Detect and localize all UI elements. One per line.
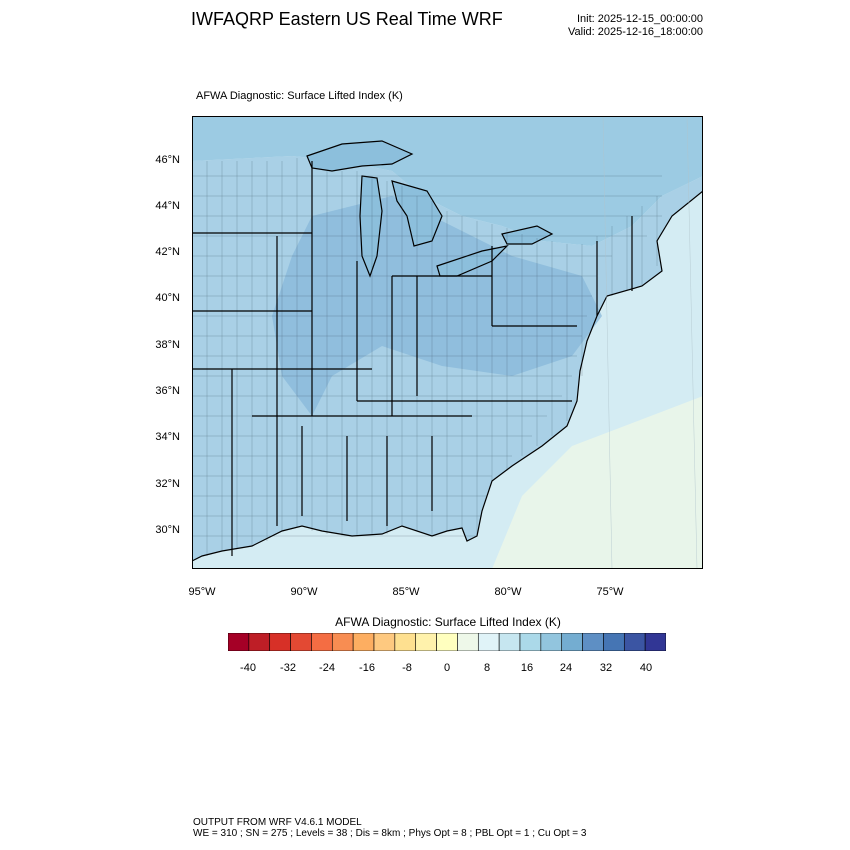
lon-label-90: 90°W (290, 586, 318, 598)
lat-label-46: 46°N (155, 154, 180, 166)
colorbar-swatch (394, 633, 417, 651)
colorbar-swatch (603, 633, 625, 651)
init-time: Init: 2025-12-15_00:00:00 (577, 13, 703, 25)
lat-label-40: 40°N (155, 292, 180, 304)
colorbar-swatch (331, 633, 354, 651)
colorbar-tick: 8 (483, 662, 491, 674)
colorbar-swatch (519, 633, 542, 651)
map-panel (192, 116, 703, 569)
colorbar-tick: -16 (359, 662, 375, 674)
colorbar-tick: 0 (443, 662, 451, 674)
colorbar-tick: -40 (240, 662, 256, 674)
colorbar-swatch (228, 633, 250, 651)
lake-michigan (359, 175, 383, 278)
lat-label-44: 44°N (155, 200, 180, 212)
lat-label-30: 30°N (155, 524, 180, 536)
graticule (602, 116, 698, 569)
colorbar-tick: -24 (319, 662, 335, 674)
valid-time: Valid: 2025-12-16_18:00:00 (568, 26, 703, 38)
lake-ontario (501, 225, 554, 245)
colorbar-tick: 16 (520, 662, 534, 674)
colorbar-swatch (540, 633, 563, 651)
lat-label-38: 38°N (155, 339, 180, 351)
lake-superior (306, 140, 414, 172)
lon-label-95: 95°W (188, 586, 216, 598)
colorbar-swatch (269, 633, 291, 651)
canada-land (192, 116, 703, 246)
state-borders (192, 161, 633, 556)
lat-label-36: 36°N (155, 385, 180, 397)
colorbar-swatch (582, 633, 604, 651)
colorbar-tick: 40 (639, 662, 653, 674)
colorbar-swatch (644, 633, 666, 651)
map-border (192, 116, 703, 569)
colorbar-swatch (457, 633, 479, 651)
colorbar-swatch (290, 633, 312, 651)
colorbar (228, 633, 666, 651)
colorbar-tick: 24 (559, 662, 573, 674)
colorbar-swatch (477, 633, 500, 651)
lon-label-75: 75°W (596, 586, 624, 598)
colorbar-title: AFWA Diagnostic: Surface Lifted Index (K… (335, 615, 561, 629)
init-valid-block: Init: 2025-12-15_00:00:00 Valid: 2025-12… (520, 13, 703, 39)
main-title: IWFAQRP Eastern US Real Time WRF (191, 9, 503, 29)
footer-line-1: OUTPUT FROM WRF V4.6.1 MODEL (193, 817, 362, 828)
interior-blue-region (272, 196, 602, 416)
colorbar-swatch (623, 633, 646, 651)
coastline (192, 190, 703, 562)
colorbar-swatch (373, 633, 396, 651)
colorbar-swatch (352, 633, 375, 651)
offshore-zone (492, 396, 703, 569)
lat-label-34: 34°N (155, 431, 180, 443)
colorbar-tick: -32 (280, 662, 296, 674)
colorbar-swatch (248, 633, 271, 651)
colorbar-swatch (561, 633, 583, 651)
lon-label-85: 85°W (392, 586, 420, 598)
lon-label-80: 80°W (494, 586, 522, 598)
footer-line-2: WE = 310 ; SN = 275 ; Levels = 38 ; Dis … (193, 828, 587, 839)
colorbar-swatch (415, 633, 437, 651)
colorbar-tick: -8 (402, 662, 412, 674)
colorbar-swatch (311, 633, 333, 651)
lat-label-42: 42°N (155, 246, 180, 258)
plot-title: AFWA Diagnostic: Surface Lifted Index (K… (196, 90, 403, 102)
colorbar-tick: 32 (599, 662, 613, 674)
model-footer: OUTPUT FROM WRF V4.6.1 MODEL WE = 310 ; … (193, 817, 586, 839)
lat-label-32: 32°N (155, 478, 180, 490)
colorbar-swatch (498, 633, 521, 651)
colorbar-swatch (436, 633, 458, 651)
